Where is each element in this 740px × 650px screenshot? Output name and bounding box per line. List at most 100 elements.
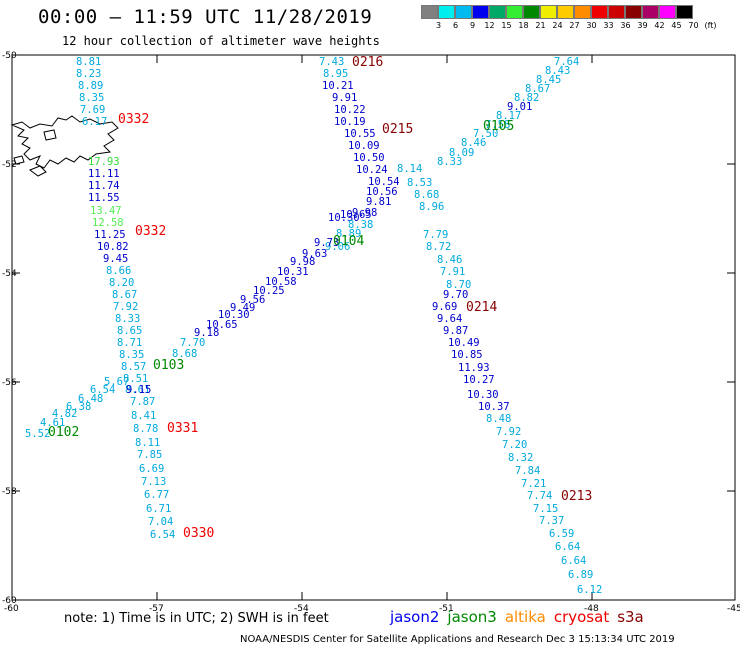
- lon-tick-label: -51: [439, 604, 454, 614]
- colorbar-swatch: [557, 5, 574, 19]
- wave-height-label: 6.69: [139, 463, 164, 475]
- wave-height-label: 8.20: [109, 277, 134, 289]
- wave-height-label: 9.98: [290, 256, 315, 268]
- wave-height-label: 9.01: [507, 101, 532, 113]
- wave-height-label: 10.30: [218, 309, 250, 321]
- satellite-legend: jason2 jason3 altika cryosat s3a: [390, 608, 652, 626]
- pass-time-label: 0105: [483, 119, 514, 134]
- wave-height-label: 10.65: [340, 209, 372, 221]
- wave-height-label: 8.67: [112, 289, 137, 301]
- wave-height-label: 9.69: [432, 301, 457, 313]
- wave-height-label: 9.91: [332, 92, 357, 104]
- wave-height-label: 7.74: [527, 490, 552, 502]
- wave-height-label: 10.22: [334, 104, 366, 116]
- wave-height-label: 5.67: [104, 376, 129, 388]
- lat-tick-label: -50: [2, 51, 17, 61]
- wave-height-label: 10.21: [322, 80, 354, 92]
- wave-height-label: 7.69: [80, 104, 105, 116]
- wave-height-label: 8.33: [115, 313, 140, 325]
- wave-height-label: 4.61: [40, 417, 65, 429]
- wave-height-label: 8.66: [106, 265, 131, 277]
- colorbar-label: 70: [688, 21, 699, 30]
- map-title: 00:00 – 11:59 UTC 11/28/2019: [38, 6, 373, 28]
- colorbar-swatch: [455, 5, 472, 19]
- wave-height-label: 10.82: [97, 241, 129, 253]
- wave-height-label: 8.46: [461, 137, 486, 149]
- credit-line: NOAA/NESDIS Center for Satellite Applica…: [240, 634, 675, 645]
- wave-height-label: 10.85: [451, 349, 483, 361]
- wave-height-label: 6.17: [82, 116, 107, 128]
- colorbar-label: (ft): [704, 21, 717, 30]
- colorbar-swatch: [591, 5, 608, 19]
- wave-height-label: 7.79: [423, 229, 448, 241]
- wave-height-label: 8.89: [78, 80, 103, 92]
- wave-height-label: 8.53: [407, 177, 432, 189]
- lon-tick-label: -60: [4, 604, 19, 614]
- wave-height-label: 8.81: [76, 56, 101, 68]
- wave-height-label: 11.93: [458, 362, 490, 374]
- wave-height-label: 9.06: [325, 241, 350, 253]
- wave-height-label: 10.31: [277, 266, 309, 278]
- wave-height-label: 13.47: [90, 205, 122, 217]
- wave-height-label: 7.85: [137, 449, 162, 461]
- wave-height-label: 10.37: [478, 401, 510, 413]
- wave-height-label: 8.23: [76, 68, 101, 80]
- colorbar-swatch: [625, 5, 642, 19]
- wave-height-label: 9.15: [126, 384, 151, 396]
- satellite-cryosat: cryosat: [553, 608, 610, 626]
- wave-height-label: 9.64: [437, 313, 462, 325]
- wave-height-label: 7.50: [473, 128, 498, 140]
- wave-height-label: 7.13: [141, 476, 166, 488]
- wave-height-label: 6.71: [146, 503, 171, 515]
- wave-height-label: 6.54: [90, 384, 115, 396]
- wave-height-label: 8.46: [437, 254, 462, 266]
- colorbar-swatch: [676, 5, 693, 19]
- wave-height-label: 10.58: [265, 276, 297, 288]
- colorbar-label: 12: [484, 21, 495, 30]
- wave-height-label: 8.45: [536, 74, 561, 86]
- wave-height-label: 9.56: [240, 294, 265, 306]
- wave-height-label: 8.35: [119, 349, 144, 361]
- wave-height-label: 4.82: [52, 408, 77, 420]
- wave-height-label: 10.27: [463, 374, 495, 386]
- map-note: note: 1) Time is in UTC; 2) SWH is in fe…: [64, 611, 329, 626]
- wave-height-label: 11.25: [94, 229, 126, 241]
- wave-height-label: 6.77: [144, 489, 169, 501]
- wave-height-label: 9.87: [443, 325, 468, 337]
- wave-height-label: 8.68: [414, 189, 439, 201]
- wave-height-label: 7.21: [521, 478, 546, 490]
- wave-height-label: 8.71: [117, 337, 142, 349]
- colorbar-swatch: [421, 5, 438, 19]
- satellite-jason3: jason3: [447, 608, 497, 626]
- colorbar-label: 36: [620, 21, 631, 30]
- colorbar-label: 39: [637, 21, 648, 30]
- wave-height-label: 8.32: [508, 452, 533, 464]
- wave-height-label: 8.96: [419, 201, 444, 213]
- colorbar-label: 6: [452, 21, 459, 30]
- lat-tick-label: -58: [2, 487, 17, 497]
- colorbar-swatch: [438, 5, 455, 19]
- wave-height-label: 8.33: [437, 156, 462, 168]
- pass-time-label: 0213: [561, 489, 592, 504]
- lon-tick-label: -48: [584, 604, 599, 614]
- map-subtitle: 12 hour collection of altimeter wave hei…: [62, 34, 380, 48]
- wave-height-label: 8.17: [496, 110, 521, 122]
- pass-time-label: 0215: [382, 122, 413, 137]
- colorbar-label: 24: [552, 21, 563, 30]
- wave-height-label: 6.12: [577, 584, 602, 596]
- pass-time-label: 0103: [153, 358, 184, 373]
- wave-height-label: 9.18: [194, 327, 219, 339]
- pass-time-label: 0216: [352, 55, 383, 70]
- wave-height-label: 6.48: [78, 393, 103, 405]
- wave-height-label: 8.78: [133, 423, 158, 435]
- colorbar-label: 9: [469, 21, 476, 30]
- wave-height-label: 8.48: [486, 413, 511, 425]
- colorbar-label: 27: [569, 21, 580, 30]
- wave-height-label: 7.92: [113, 301, 138, 313]
- pass-time-label: 0102: [48, 425, 79, 440]
- wave-height-label: 8.89: [336, 228, 361, 240]
- wave-height-label: 10.19: [334, 116, 366, 128]
- colorbar-swatch: [540, 5, 557, 19]
- colorbar-label: 42: [654, 21, 665, 30]
- lon-tick-label: -45: [727, 604, 740, 614]
